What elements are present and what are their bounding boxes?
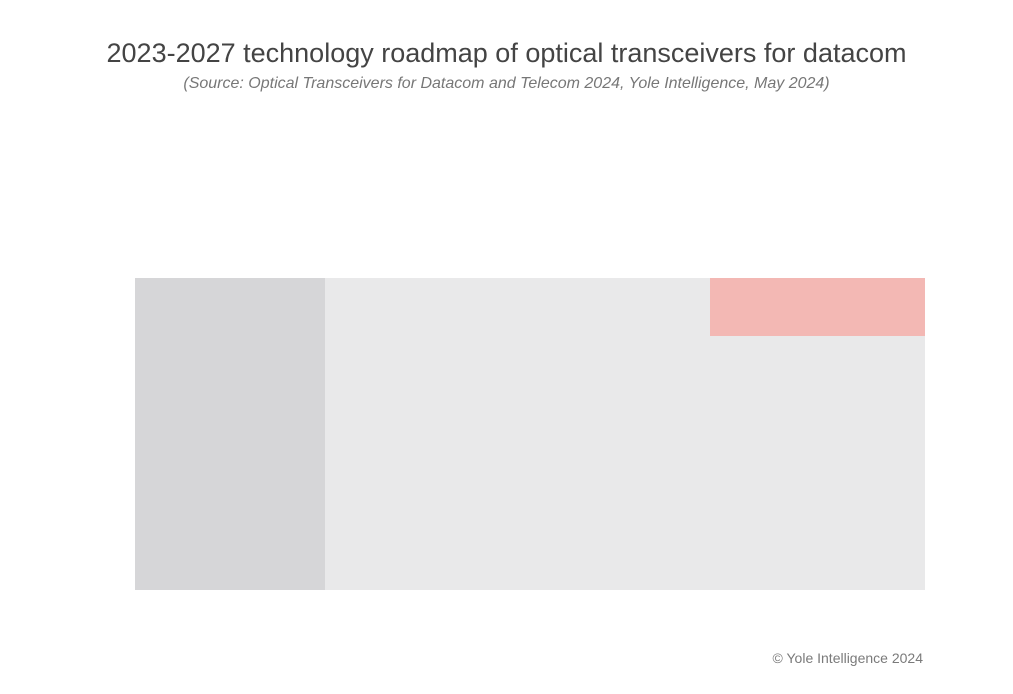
section-bg (325, 278, 710, 590)
section-bg (135, 278, 325, 590)
roadmap-diagram (0, 38, 1013, 598)
copyright-label: © Yole Intelligence 2024 (773, 650, 923, 666)
cpo-banner (710, 278, 925, 336)
